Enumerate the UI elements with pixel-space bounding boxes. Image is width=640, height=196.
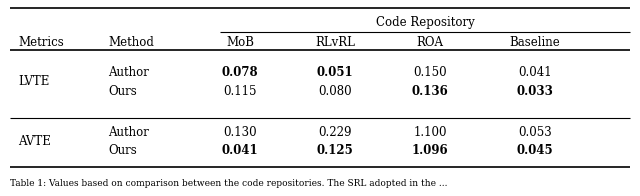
Text: Baseline: Baseline [509,35,561,48]
Text: Author: Author [108,125,149,139]
Text: 1.100: 1.100 [413,125,447,139]
Text: 0.045: 0.045 [516,144,554,158]
Text: 0.229: 0.229 [318,125,352,139]
Text: AVTE: AVTE [18,135,51,148]
Text: 0.078: 0.078 [221,65,259,79]
Text: 0.136: 0.136 [412,84,449,97]
Text: RLvRL: RLvRL [315,35,355,48]
Text: Ours: Ours [108,84,137,97]
Text: MoB: MoB [226,35,254,48]
Text: 0.125: 0.125 [317,144,353,158]
Text: 0.080: 0.080 [318,84,352,97]
Text: 0.041: 0.041 [221,144,259,158]
Text: 0.115: 0.115 [223,84,257,97]
Text: ROA: ROA [417,35,444,48]
Text: Code Repository: Code Repository [376,15,474,28]
Text: 0.053: 0.053 [518,125,552,139]
Text: LVTE: LVTE [18,75,49,88]
Text: Ours: Ours [108,144,137,158]
Text: Author: Author [108,65,149,79]
Text: Method: Method [108,35,154,48]
Text: 0.033: 0.033 [516,84,554,97]
Text: Metrics: Metrics [18,35,64,48]
Text: 1.096: 1.096 [412,144,448,158]
Text: 0.130: 0.130 [223,125,257,139]
Text: 0.051: 0.051 [317,65,353,79]
Text: 0.150: 0.150 [413,65,447,79]
Text: Table 1: Values based on comparison between the code repositories. The SRL adopt: Table 1: Values based on comparison betw… [10,179,447,188]
Text: 0.041: 0.041 [518,65,552,79]
